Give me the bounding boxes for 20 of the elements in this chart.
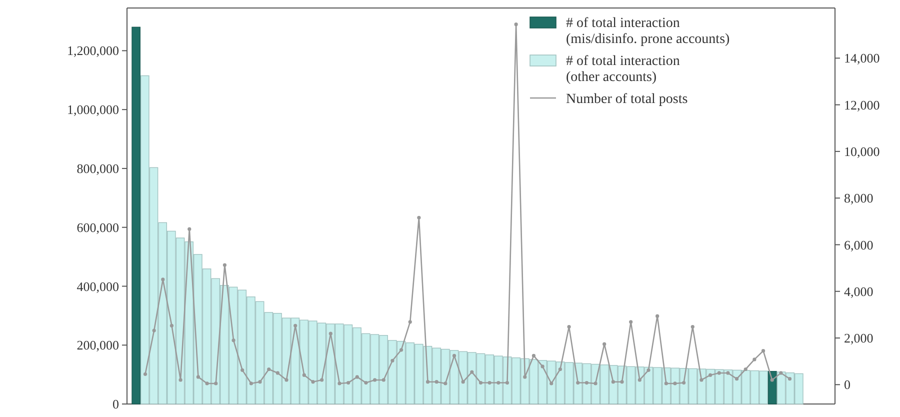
legend-label: # of total interaction (other accounts) bbox=[566, 54, 680, 85]
bar bbox=[768, 370, 777, 404]
y-tick-label: 1,000,000 bbox=[67, 102, 119, 118]
y-tick-label: 8,000 bbox=[844, 190, 874, 206]
y-tick-label: 400,000 bbox=[76, 278, 119, 294]
y-tick-label: 4,000 bbox=[844, 284, 874, 299]
y-tick-label: 6,000 bbox=[844, 237, 874, 252]
y-tick-label: 800,000 bbox=[76, 161, 119, 176]
y-tick-label: 600,000 bbox=[76, 220, 119, 235]
legend-label: # of total interaction (mis/disinfo. prone accounts) bbox=[566, 16, 730, 47]
y-tick-label: 1,200,000 bbox=[67, 43, 119, 58]
bar bbox=[132, 26, 140, 404]
y-tick-label: 12,000 bbox=[844, 97, 880, 112]
legend-label: Number of total posts bbox=[566, 92, 688, 107]
y-tick-label: 10,000 bbox=[844, 144, 880, 159]
y-tick-label: 0 bbox=[844, 377, 850, 392]
y-tick-label: 14,000 bbox=[844, 50, 880, 66]
y-tick-label: 2,000 bbox=[844, 330, 874, 346]
y-tick-label: 200,000 bbox=[76, 338, 119, 353]
y-tick-label: 0 bbox=[112, 396, 119, 412]
